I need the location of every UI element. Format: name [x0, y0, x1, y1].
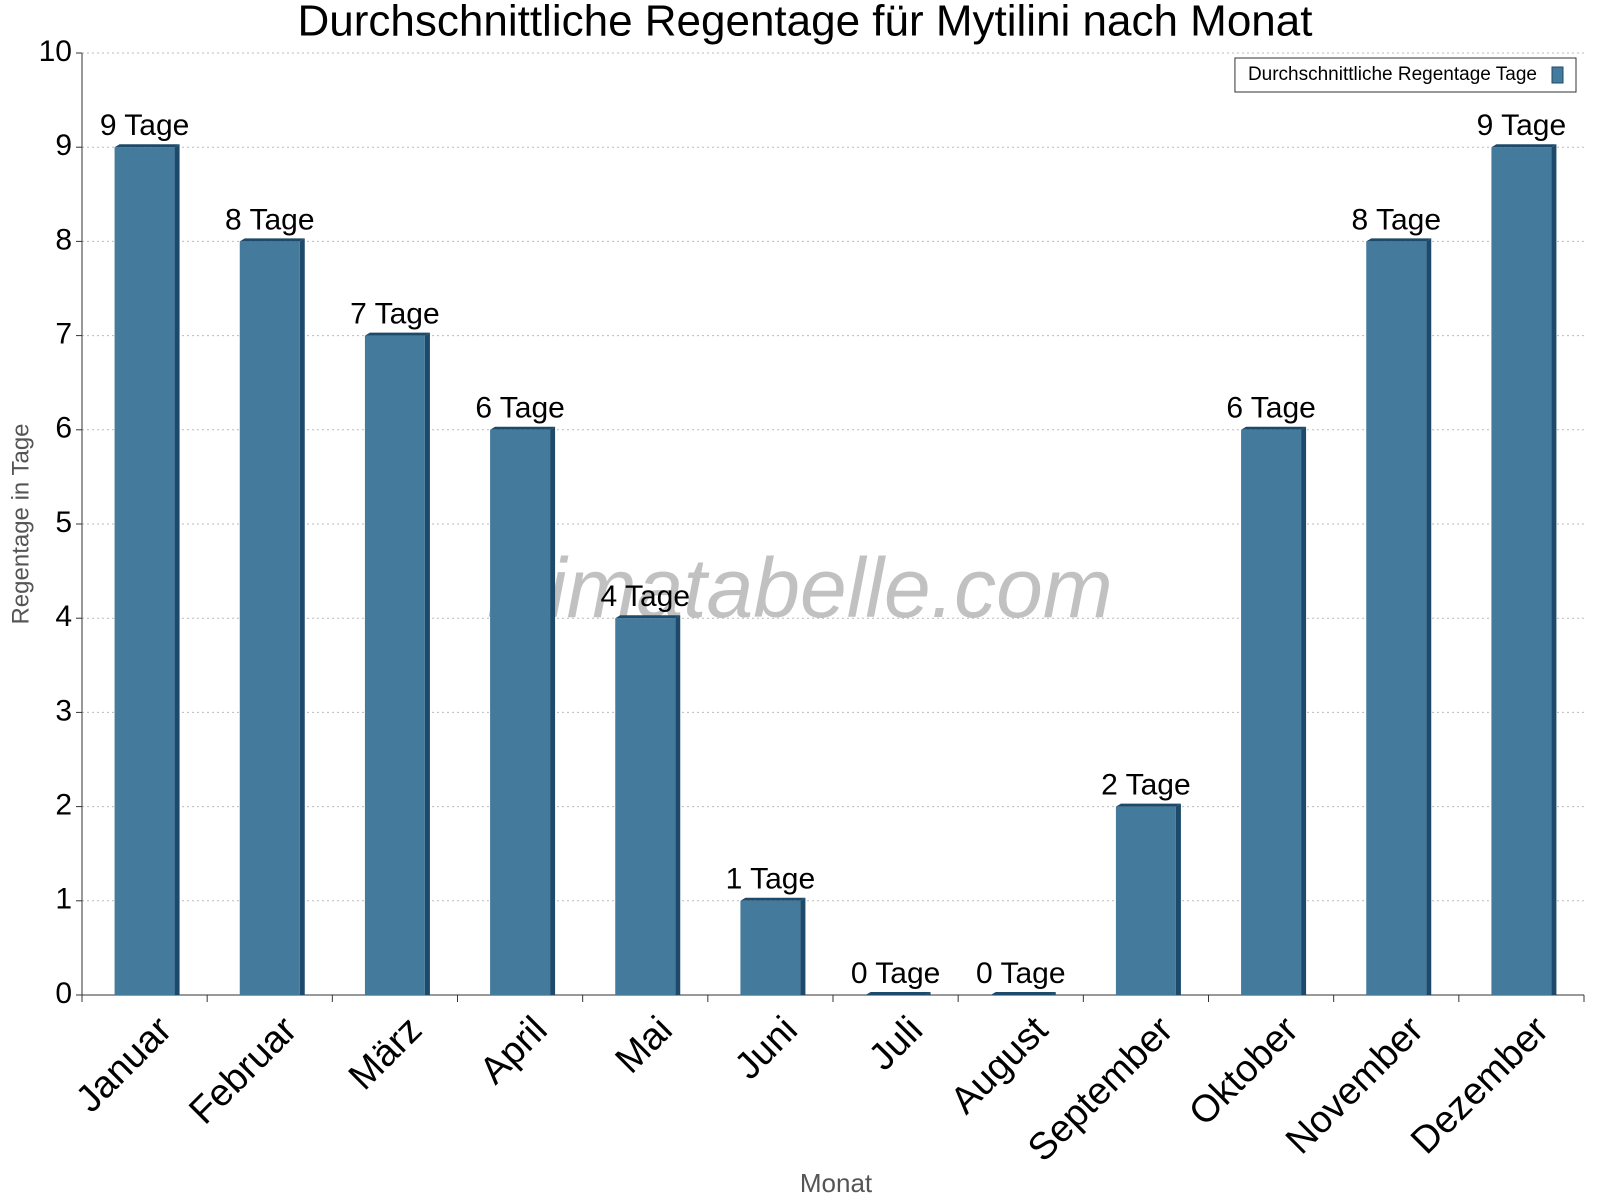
- data-label: 1 Tage: [726, 863, 816, 896]
- bar: [615, 618, 676, 995]
- bar-top: [740, 897, 806, 901]
- x-tick-label: Juli: [861, 1009, 931, 1079]
- legend-box: [1234, 57, 1577, 93]
- x-tick-label: Oktober: [1181, 1009, 1307, 1135]
- data-label: 6 Tage: [475, 392, 565, 425]
- x-tick-label: März: [341, 1009, 430, 1098]
- bar-top: [865, 992, 931, 995]
- bar-side: [1551, 144, 1557, 995]
- y-tick-label: 3: [55, 694, 72, 727]
- bar: [1115, 806, 1176, 995]
- bar: [114, 147, 175, 995]
- bar-top: [1115, 803, 1181, 807]
- y-tick-label: 5: [55, 506, 72, 539]
- bar: [740, 900, 801, 995]
- bar-top: [490, 426, 556, 430]
- bar-top: [1491, 144, 1557, 148]
- bar-top: [364, 332, 430, 336]
- data-label: 2 Tage: [1101, 769, 1191, 802]
- x-axis-label: Monat: [800, 1168, 873, 1198]
- data-label: 9 Tage: [1477, 109, 1567, 142]
- data-label: 7 Tage: [350, 298, 440, 331]
- y-tick-label: 9: [55, 129, 72, 162]
- x-tick-label: Februar: [181, 1009, 305, 1133]
- legend: Durchschnittliche Regentage Tage: [1234, 57, 1577, 93]
- bar-top: [615, 615, 681, 619]
- y-tick-label: 1: [55, 883, 72, 916]
- bar: [1491, 147, 1552, 995]
- legend-label: Durchschnittliche Regentage Tage: [1248, 64, 1537, 85]
- bar-side: [675, 615, 681, 995]
- bar: [1366, 241, 1427, 995]
- y-tick-label: 6: [55, 412, 72, 445]
- y-axis-label: Regentage in Tage: [7, 423, 34, 624]
- y-tick-label: 7: [55, 318, 72, 351]
- data-label: 0 Tage: [851, 957, 941, 990]
- x-tick-label: Mai: [608, 1009, 681, 1082]
- bar-top: [1366, 238, 1432, 242]
- bar: [490, 429, 551, 995]
- y-tick-label: 0: [55, 977, 72, 1010]
- data-label: 8 Tage: [225, 203, 315, 236]
- x-tick-label: Januar: [68, 1009, 180, 1121]
- x-tick-label: August: [943, 1008, 1057, 1122]
- bar-side: [299, 238, 305, 995]
- bar: [239, 241, 300, 995]
- chart-title: Durchschnittliche Regentage für Mytilini…: [298, 0, 1313, 46]
- data-label: 4 Tage: [600, 580, 690, 613]
- bar-side: [1175, 803, 1181, 995]
- bar-side: [174, 144, 180, 995]
- bar-top: [990, 992, 1056, 995]
- bar-top: [1241, 426, 1307, 430]
- bar-side: [424, 332, 430, 996]
- legend-swatch: [1551, 66, 1564, 84]
- x-tick-label: April: [472, 1009, 555, 1092]
- y-tick-label: 2: [55, 789, 72, 822]
- data-label: 6 Tage: [1226, 392, 1316, 425]
- x-tick-label: Dezember: [1403, 1009, 1557, 1163]
- bar-side: [550, 426, 556, 995]
- y-tick-label: 4: [55, 600, 72, 633]
- bar-side: [800, 897, 806, 995]
- bar-top: [239, 238, 305, 242]
- data-label: 0 Tage: [976, 957, 1066, 990]
- data-label: 8 Tage: [1351, 203, 1441, 236]
- y-tick-label: 10: [39, 35, 72, 68]
- watermark: klimatabelle.com: [487, 541, 1113, 635]
- bar: [364, 335, 425, 996]
- data-label: 9 Tage: [100, 109, 190, 142]
- bar-top: [114, 144, 180, 148]
- y-tick-label: 8: [55, 223, 72, 256]
- bar-side: [1301, 426, 1307, 995]
- x-tick-label: Juni: [727, 1009, 806, 1088]
- bar-side: [1426, 238, 1432, 995]
- bar: [1241, 429, 1302, 995]
